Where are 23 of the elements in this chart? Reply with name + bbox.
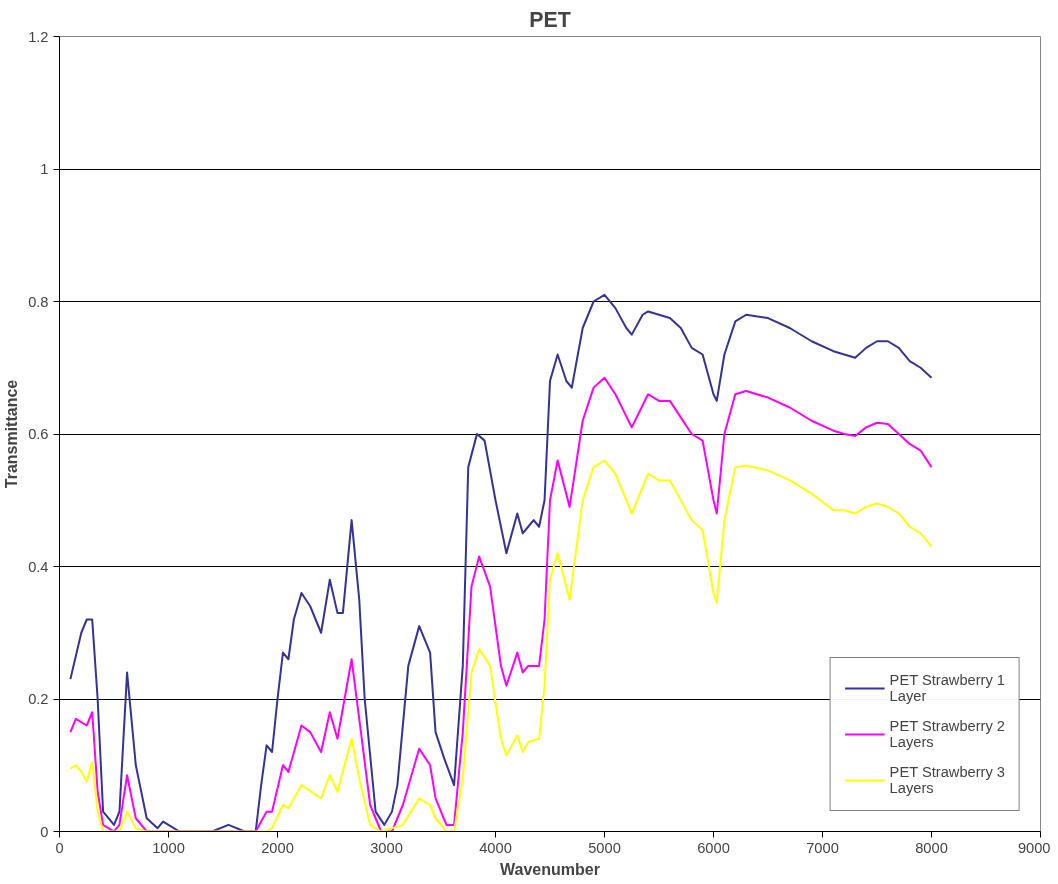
x-tick-label: 2000	[261, 839, 294, 856]
y-tick-label: 0	[40, 823, 49, 840]
y-axis-title: Transmittance	[3, 379, 21, 489]
x-tick-label: 5000	[588, 839, 621, 856]
x-tick-label: 7000	[806, 839, 839, 856]
legend-label: PET Strawberry 3 Layers	[889, 764, 1005, 796]
y-tick-label: 1	[40, 161, 49, 177]
x-tick-label: 8000	[915, 839, 948, 856]
y-tick-label: 1.2	[28, 28, 49, 45]
legend-label: PET Strawberry 1 Layer	[889, 672, 1005, 704]
x-tick-label: 1000	[152, 839, 185, 856]
y-tick-label: 0.2	[28, 691, 49, 707]
x-tick-label: 3000	[370, 839, 403, 856]
chart-title: PET	[529, 7, 571, 32]
x-tick-label: 9000	[1017, 839, 1051, 856]
x-tick-label: 4000	[479, 839, 512, 856]
x-tick-label: 6000	[697, 839, 730, 856]
legend-label: PET Strawberry 2 Layers	[889, 718, 1005, 750]
y-tick-label: 0.8	[28, 293, 49, 310]
x-axis-title: Wavenumber	[500, 860, 600, 878]
x-tick-label: 0	[55, 839, 64, 856]
y-tick-label: 0.6	[28, 426, 49, 442]
y-tick-label: 0.4	[28, 558, 49, 575]
